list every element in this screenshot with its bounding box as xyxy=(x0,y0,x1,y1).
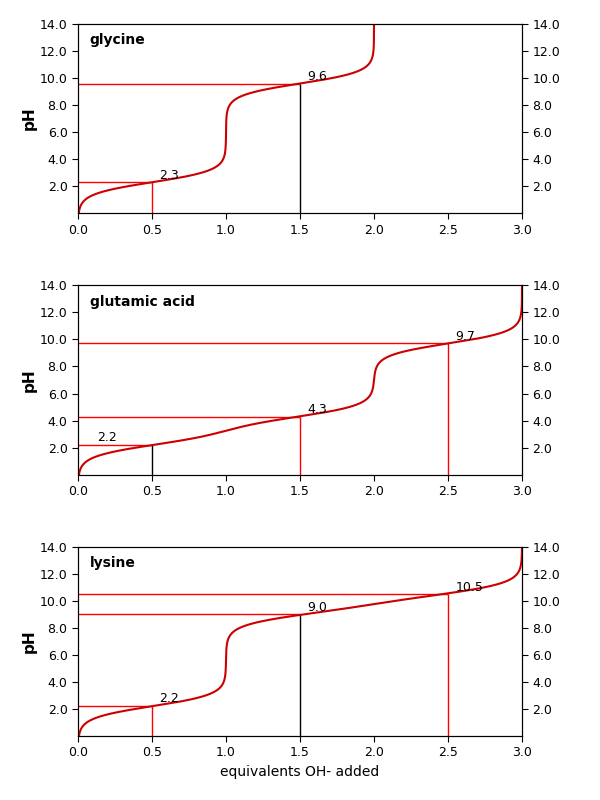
Text: 9.7: 9.7 xyxy=(455,330,475,343)
Text: lysine: lysine xyxy=(90,556,136,570)
Text: glutamic acid: glutamic acid xyxy=(90,294,195,309)
Text: 10.5: 10.5 xyxy=(455,581,483,594)
Text: 9.6: 9.6 xyxy=(307,70,327,83)
Text: 2.3: 2.3 xyxy=(160,169,179,182)
X-axis label: equivalents OH- added: equivalents OH- added xyxy=(220,765,380,779)
Text: 2.2: 2.2 xyxy=(160,692,179,705)
Y-axis label: pH: pH xyxy=(22,630,37,653)
Text: glycine: glycine xyxy=(90,34,146,47)
Text: 2.2: 2.2 xyxy=(97,431,117,444)
Text: 4.3: 4.3 xyxy=(307,403,327,416)
Y-axis label: pH: pH xyxy=(22,107,37,130)
Text: 9.0: 9.0 xyxy=(307,601,327,614)
Y-axis label: pH: pH xyxy=(22,368,37,392)
